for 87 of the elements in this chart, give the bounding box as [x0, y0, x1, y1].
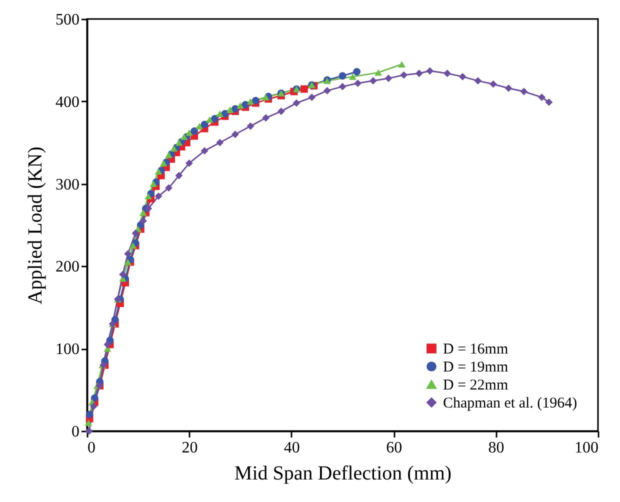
point	[144, 204, 152, 212]
y-tick-label: 500	[56, 12, 80, 28]
point	[231, 130, 239, 138]
x-tick-label: 80	[488, 440, 504, 456]
point	[338, 72, 346, 80]
point	[226, 106, 234, 113]
point	[154, 168, 162, 175]
point	[308, 94, 316, 101]
x-tick-label: 20	[182, 440, 198, 456]
x-tick-label: 40	[284, 440, 300, 456]
point	[175, 139, 183, 146]
point	[90, 402, 98, 410]
point	[86, 410, 94, 418]
point	[384, 74, 392, 82]
point	[231, 105, 239, 113]
point	[398, 61, 406, 68]
point	[124, 258, 132, 266]
x-tick-label: 100	[574, 440, 598, 456]
point	[132, 230, 140, 237]
point	[165, 184, 172, 192]
point	[246, 122, 254, 130]
point	[545, 98, 553, 106]
point	[262, 94, 270, 100]
x-axis-title: Mid Span Deflection (mm)	[234, 462, 452, 484]
point	[104, 340, 112, 348]
point	[200, 147, 208, 155]
point	[124, 250, 132, 258]
point	[236, 102, 244, 109]
point	[175, 172, 183, 180]
y-tick-label: 300	[56, 176, 80, 194]
y-axis-title: Applied Load (KN)	[24, 146, 46, 304]
point	[170, 145, 178, 152]
point	[196, 122, 204, 130]
point	[216, 138, 224, 146]
point	[84, 420, 92, 426]
point	[323, 86, 331, 94]
point	[262, 114, 270, 122]
point	[160, 160, 168, 166]
point	[300, 85, 308, 93]
legend-label: D = 16mm	[443, 342, 508, 358]
legend-label: D = 19mm	[443, 360, 508, 376]
point	[444, 70, 451, 78]
point	[490, 80, 497, 88]
point	[374, 69, 382, 76]
point	[180, 134, 188, 140]
point	[415, 70, 423, 78]
legend-label: D = 22mm	[443, 378, 508, 394]
point	[426, 67, 434, 75]
point	[538, 94, 546, 101]
y-tick-label: 200	[56, 258, 80, 276]
point	[277, 108, 285, 115]
point	[353, 68, 361, 76]
point	[119, 270, 126, 278]
y-tick-label: 400	[56, 94, 80, 111]
point	[129, 242, 137, 249]
point	[185, 159, 193, 167]
point	[246, 98, 254, 105]
point	[150, 180, 158, 188]
y-tick-label: 100	[56, 341, 80, 358]
point	[154, 192, 162, 200]
point	[520, 88, 528, 96]
point	[338, 82, 346, 90]
point	[206, 116, 214, 123]
point	[90, 394, 98, 402]
point	[140, 209, 147, 216]
point	[354, 80, 362, 87]
point	[252, 96, 260, 104]
point	[292, 99, 300, 107]
point	[185, 130, 193, 136]
y-tick-label: 0	[72, 424, 80, 440]
point	[474, 77, 482, 85]
point	[349, 73, 356, 80]
point	[200, 120, 208, 128]
point	[165, 152, 172, 158]
point	[190, 127, 198, 135]
x-tick-label: 0	[88, 440, 96, 456]
point	[140, 217, 147, 225]
x-tick-label: 60	[386, 440, 402, 456]
point	[504, 84, 512, 92]
point	[369, 77, 377, 85]
point	[458, 72, 466, 80]
point	[144, 192, 152, 200]
point	[85, 427, 93, 435]
point	[400, 71, 408, 79]
point	[211, 115, 218, 122]
legend-label: Chapman et al. (1964)	[443, 396, 578, 412]
point	[216, 110, 224, 117]
